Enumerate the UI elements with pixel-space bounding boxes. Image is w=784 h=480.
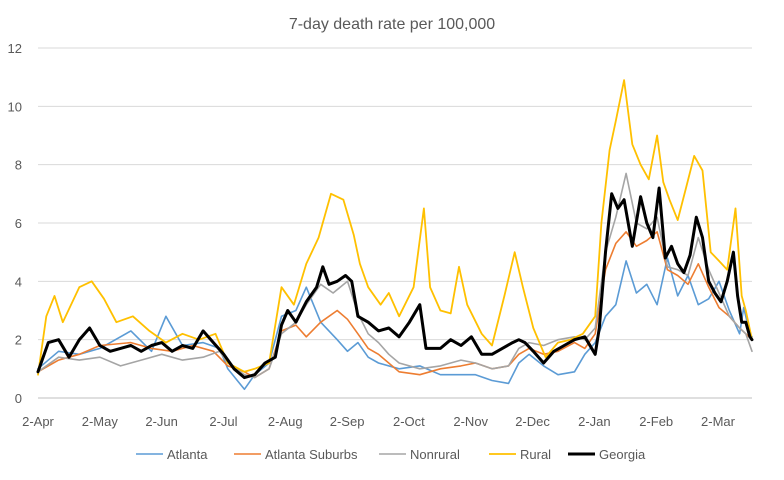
- x-axis: 2-Apr 2-May 2-Jun 2-Jul 2-Aug 2-Sep 2-Oct 2-Nov…: [22, 414, 736, 429]
- x-tick-label: 2-Dec: [515, 414, 550, 429]
- series-line-nonrural: [37, 172, 753, 379]
- y-tick-label: 8: [15, 158, 22, 173]
- legend-label: Nonrural: [410, 447, 460, 462]
- x-tick-label: 2-Jan: [578, 414, 611, 429]
- x-tick-label: 2-Sep: [330, 414, 365, 429]
- chart-title: 7-day death rate per 100,000: [289, 16, 495, 33]
- x-tick-label: 2-Apr: [22, 414, 54, 429]
- series-line-atlanta-suburbs: [37, 231, 753, 379]
- legend-label: Atlanta: [167, 447, 208, 462]
- y-tick-label: 4: [15, 274, 22, 289]
- legend-label: Georgia: [599, 447, 646, 462]
- y-tick-label: 12: [8, 41, 22, 56]
- x-tick-label: 2-Jul: [209, 414, 237, 429]
- x-tick-label: 2-Aug: [268, 414, 303, 429]
- legend-label: Rural: [520, 447, 551, 462]
- x-tick-label: 2-Oct: [393, 414, 425, 429]
- legend-label: Atlanta Suburbs: [265, 447, 358, 462]
- y-tick-label: 10: [8, 99, 22, 114]
- series-line-atlanta: [37, 257, 753, 391]
- y-tick-label: 0: [15, 391, 22, 406]
- x-tick-label: 2-May: [82, 414, 119, 429]
- legend: Atlanta Atlanta Suburbs Nonrural Rural Georg…: [136, 447, 646, 462]
- series-line-georgia: [36, 186, 754, 380]
- y-tick-label: 6: [15, 216, 22, 231]
- x-tick-label: 2-Jun: [145, 414, 178, 429]
- y-axis: 0 2 4 6 8 10 12: [8, 41, 22, 406]
- x-tick-label: 2-Mar: [701, 414, 736, 429]
- series-line-rural: [37, 79, 753, 376]
- x-tick-label: 2-Nov: [453, 414, 488, 429]
- x-tick-label: 2-Feb: [639, 414, 673, 429]
- y-tick-label: 2: [15, 333, 22, 348]
- series-lines: [36, 79, 754, 391]
